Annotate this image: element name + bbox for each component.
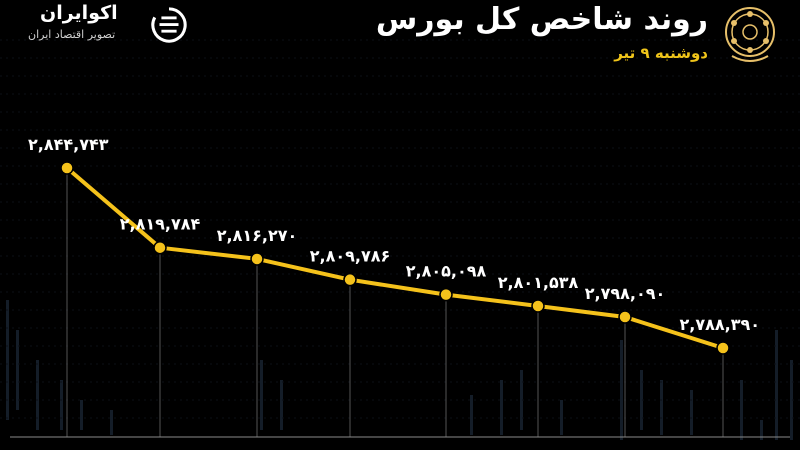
background-candle [260, 360, 263, 430]
background-candle [790, 360, 793, 440]
data-label: ۲,۸۱۹,۷۸۴ [120, 215, 201, 234]
background-candle [16, 330, 19, 410]
background-candle [660, 380, 663, 435]
brand-name: اکوایران [40, 2, 118, 24]
chart-title: روند شاخص کل بورس [375, 2, 708, 37]
data-point [60, 161, 74, 175]
data-point [153, 240, 167, 255]
index-series [65, 166, 724, 350]
background-candle [36, 360, 39, 430]
background-candle [470, 395, 473, 435]
data-label: ۲,۸۰۱,۵۳۸ [498, 273, 579, 292]
background-candle [740, 380, 743, 440]
background-candle [640, 370, 643, 430]
data-point [343, 272, 357, 287]
brand-tagline: تصویر اقتصاد ایران [28, 28, 116, 41]
vertical-guide-lines [66, 168, 724, 437]
background-candle [60, 380, 63, 430]
data-points [60, 161, 730, 355]
data-label: ۲,۸۴۴,۷۴۳ [28, 135, 109, 154]
background-candle [500, 380, 503, 435]
background-candle [6, 300, 9, 420]
background-candle [80, 400, 83, 430]
data-point [716, 341, 730, 355]
background-candle [620, 340, 623, 440]
data-label: ۲,۷۹۸,۰۹۰ [585, 284, 666, 303]
background-candle [520, 370, 523, 430]
background-candle [560, 400, 563, 435]
data-label: ۲,۷۸۸,۳۹۰ [679, 315, 760, 334]
data-point [250, 252, 264, 266]
stock-exchange-emblem-icon [725, 7, 775, 62]
data-label: ۲,۸۱۶,۲۷۰ [217, 226, 298, 245]
background-candle [110, 410, 113, 435]
data-point [531, 299, 545, 313]
ecoiran-logo-icon [151, 7, 187, 43]
data-point [618, 310, 632, 324]
background-candlestick-decoration [0, 39, 800, 440]
series-line [65, 166, 724, 350]
data-point [439, 287, 453, 302]
data-label: ۲,۸۰۹,۷۸۶ [310, 247, 391, 266]
background-candle [690, 390, 693, 435]
data-label: ۲,۸۰۵,۰۹۸ [406, 262, 487, 281]
background-candle [760, 420, 763, 440]
data-labels: ۲,۸۴۴,۷۴۳ ۲,۸۱۹,۷۸۴ ۲,۸۱۶,۲۷۰ ۲,۸۰۹,۷۸۶ ۲,۸۰… [28, 135, 760, 334]
chart-date: دوشنبه ۹ تیر [614, 44, 708, 62]
brand-block: اکوایران تصویر اقتصاد ایران [8, 2, 208, 46]
background-candle [775, 330, 778, 440]
background-candle [280, 380, 283, 430]
